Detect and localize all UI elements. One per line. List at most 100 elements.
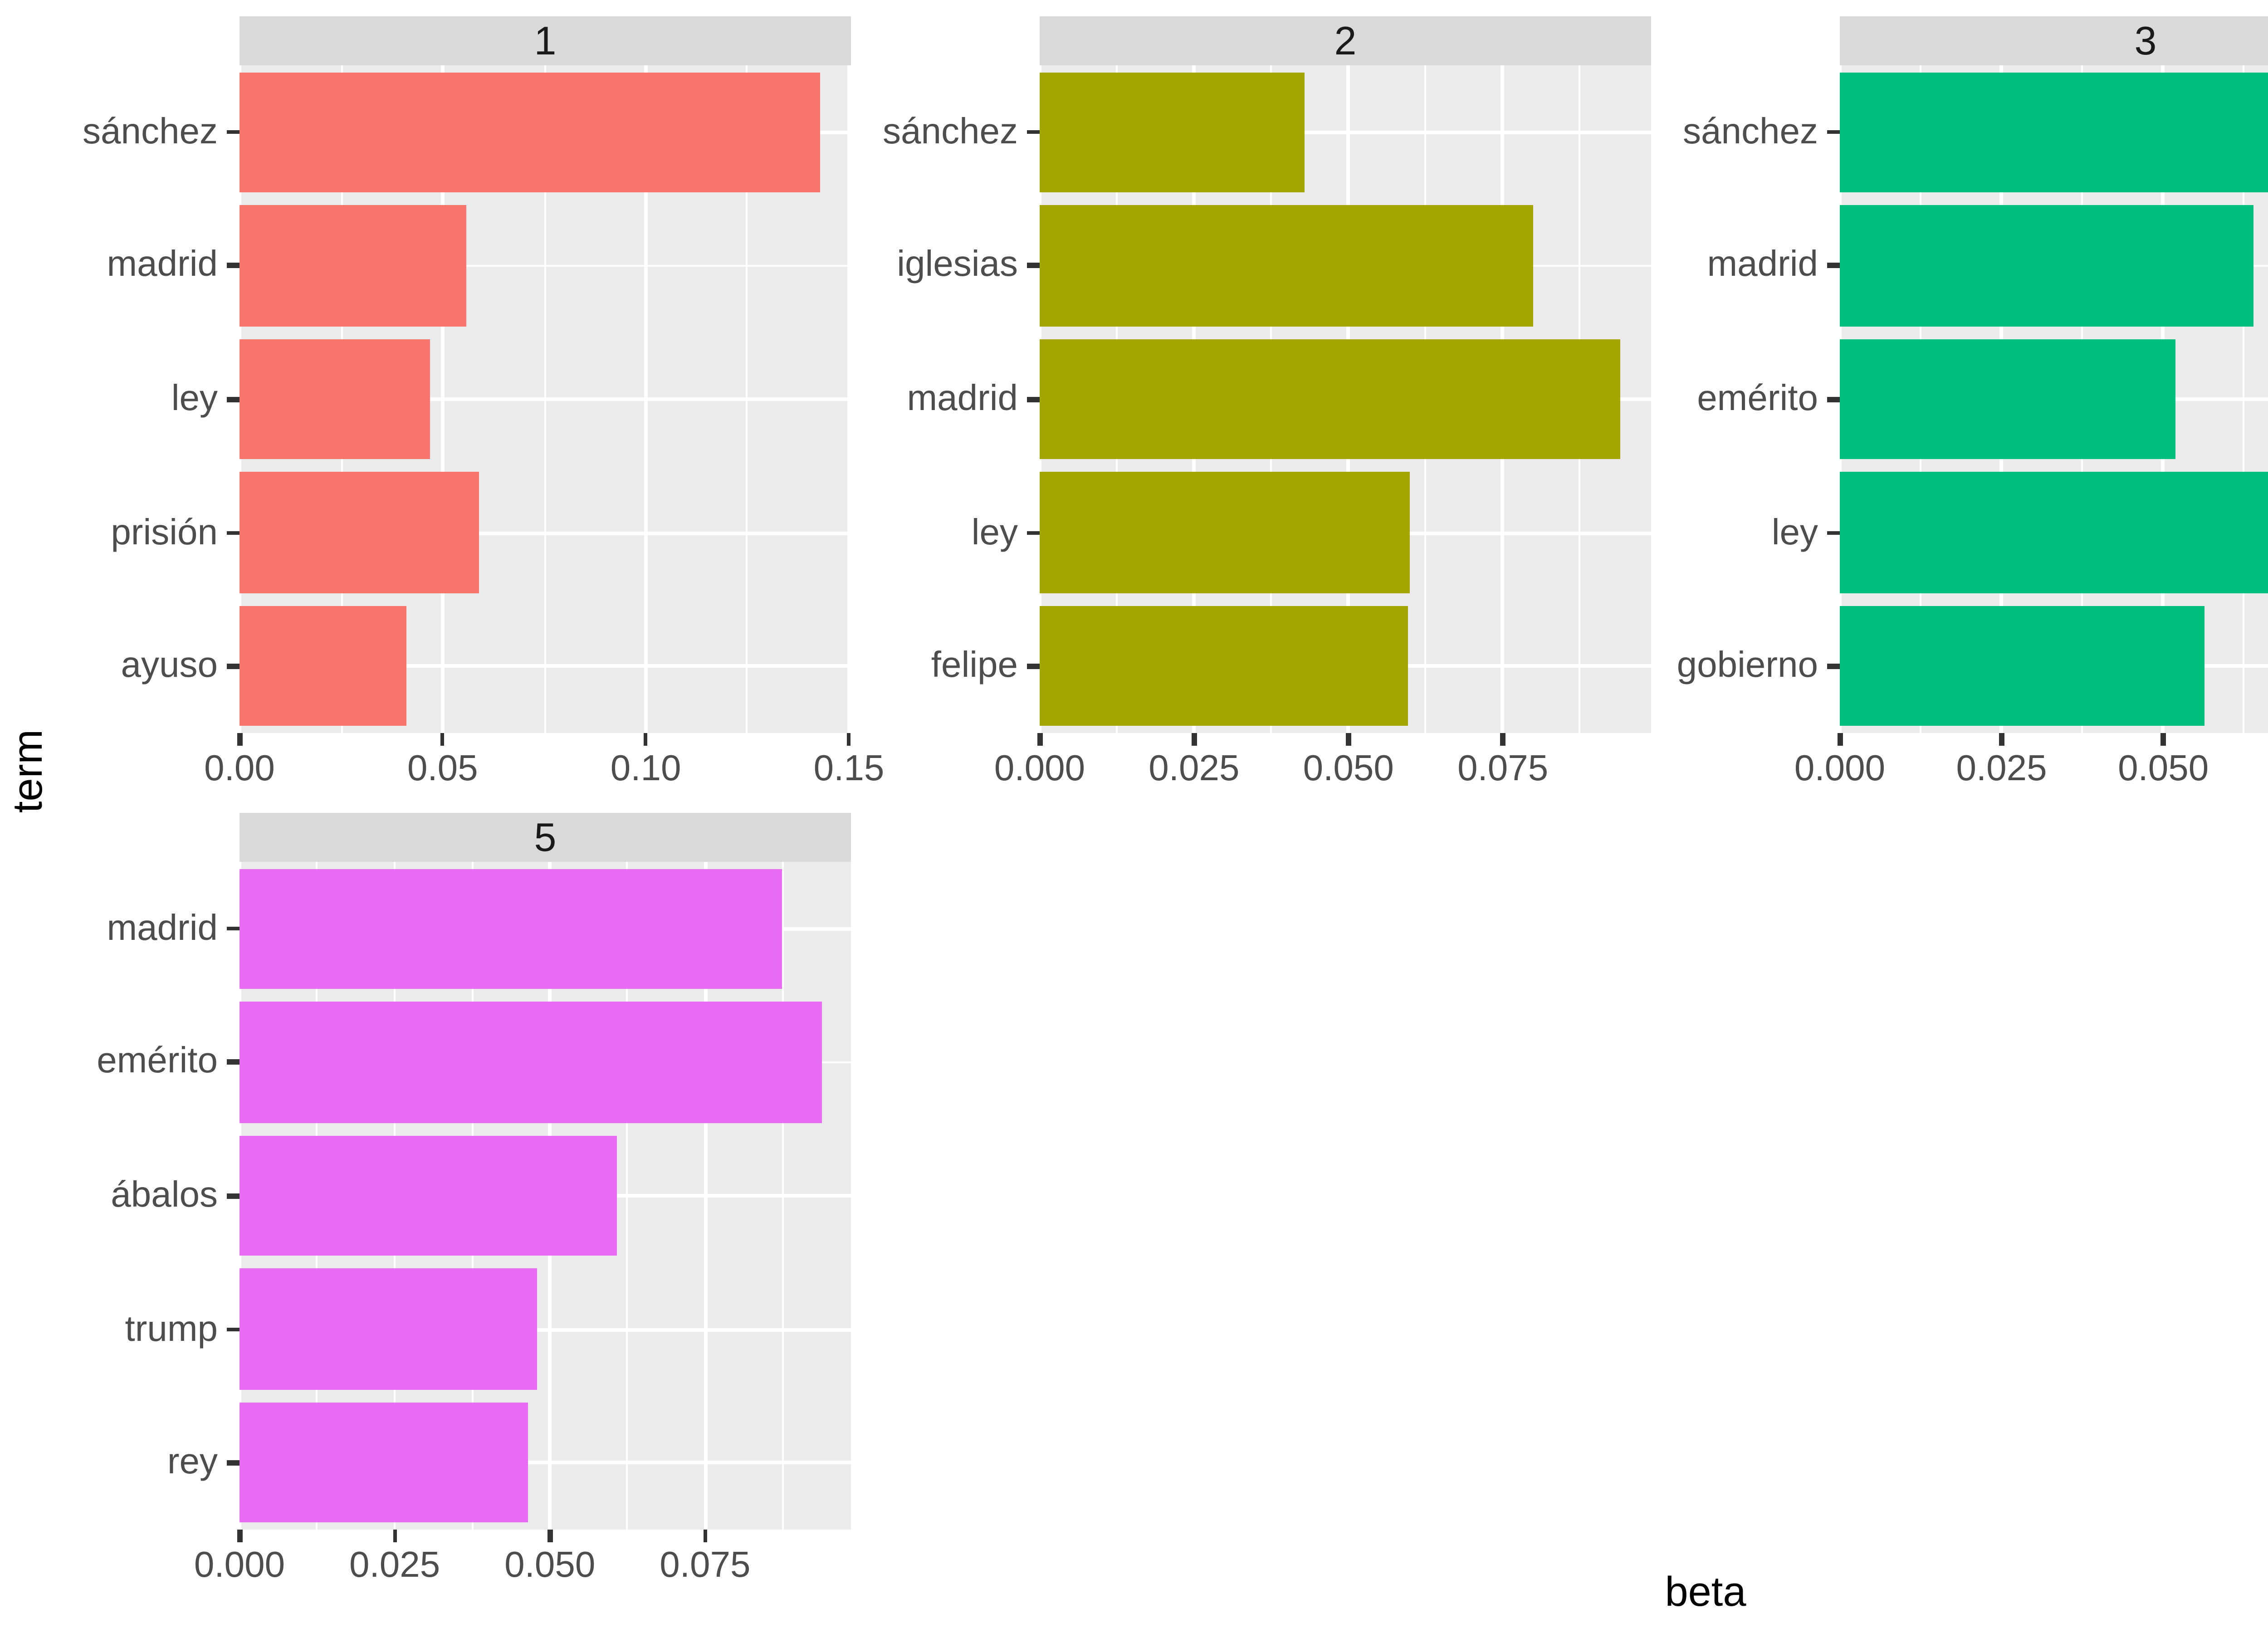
x-tick-label: 0.025 (1149, 749, 1240, 789)
y-tick-label: madrid (107, 909, 218, 949)
x-axis: 0.000 0.025 0.050 0.075 (194, 1530, 851, 1591)
y-tick-label: prisión (111, 513, 218, 553)
facet-row-bottom: 5 madrid emérito ábalos trump rey 0.000 0.025 0.… (51, 813, 851, 1591)
x-tick-label: 0.075 (1457, 749, 1549, 789)
x-tick-label: 0.10 (610, 749, 681, 789)
bar-sánchez (240, 72, 821, 192)
x-axis: 0.000 0.025 0.050 0.075 (994, 733, 1651, 795)
x-tick-label: 0.000 (1794, 749, 1886, 789)
gridline-horizontal (240, 1461, 851, 1465)
y-tick-label: madrid (1707, 245, 1818, 286)
y-tick-mark (1027, 130, 1040, 135)
y-tick-mark (227, 926, 240, 931)
y-tick-mark (227, 1460, 240, 1465)
bar-ábalos (240, 1135, 618, 1256)
x-tick-mark (392, 1530, 397, 1542)
bar-ley (1840, 472, 2268, 593)
x-tick-label: 0.050 (1303, 749, 1394, 789)
bar-rey (240, 1403, 528, 1523)
y-tick-label: emérito (1697, 379, 1818, 419)
bar-felipe (1040, 606, 1408, 727)
bar-emérito (1840, 339, 2176, 460)
y-tick-mark (1027, 530, 1040, 535)
x-tick-label: 0.025 (349, 1546, 440, 1586)
facet-2: 2 sánchez iglesias madrid ley felipe 0.000 0.02… (851, 16, 1651, 795)
y-tick-mark (1827, 397, 1840, 401)
x-axis: 0.00 0.05 0.10 0.15 (204, 733, 884, 795)
x-tick-mark (1192, 733, 1197, 746)
y-tick-mark (1827, 664, 1840, 669)
y-tick-label: ley (171, 379, 218, 419)
y-tick-label: rey (167, 1442, 218, 1483)
gridline-horizontal (240, 665, 851, 668)
y-tick-mark (1027, 397, 1040, 401)
facet-row-top: 1 sánchez madrid ley prisión ayuso 0.00 0.05 0.1… (51, 16, 2268, 795)
y-tick-mark (1827, 263, 1840, 268)
y-tick-label: iglesias (897, 245, 1018, 286)
y-tick-label: trump (125, 1309, 218, 1349)
y-tick-label: felipe (931, 646, 1018, 686)
y-tick-mark (227, 1327, 240, 1332)
bar-madrid (1040, 339, 1620, 460)
y-tick-mark (1027, 263, 1040, 268)
bar-madrid (240, 205, 467, 326)
x-tick-label: 0.000 (994, 749, 1085, 789)
x-tick-label: 0.050 (504, 1546, 596, 1586)
x-tick-mark (1838, 733, 1842, 746)
x-tick-label: 0.025 (1956, 749, 2047, 789)
facet-strip-label: 2 (1040, 16, 1651, 65)
gridline-horizontal (240, 1327, 851, 1331)
y-tick-label: ayuso (121, 646, 218, 686)
x-tick-label: 0.050 (2118, 749, 2209, 789)
bar-ley (240, 339, 430, 460)
panel-5 (240, 862, 851, 1530)
y-tick-mark (227, 263, 240, 268)
bar-madrid (1840, 205, 2254, 326)
facet-strip-label: 5 (240, 813, 851, 862)
y-tick-label: sánchez (83, 112, 218, 152)
facet-strip-label: 1 (240, 16, 851, 65)
bar-ayuso (240, 606, 406, 727)
y-tick-label: madrid (107, 245, 218, 286)
y-axis-labels: madrid emérito ábalos trump rey (51, 862, 240, 1530)
facet-5: 5 madrid emérito ábalos trump rey 0.000 0.025 0.… (51, 813, 851, 1591)
gridline-horizontal (240, 264, 851, 268)
x-tick-mark (237, 733, 242, 746)
x-tick-mark (643, 733, 648, 746)
bar-prisión (240, 472, 479, 593)
y-tick-label: madrid (907, 379, 1018, 419)
gridline-horizontal (240, 397, 851, 401)
y-tick-mark (1827, 130, 1840, 135)
x-tick-mark (703, 1530, 708, 1542)
x-tick-mark (2161, 733, 2166, 746)
bar-madrid (240, 868, 782, 989)
bar-sánchez (1040, 72, 1305, 192)
bar-ley (1040, 472, 1410, 593)
y-tick-mark (227, 1060, 240, 1065)
x-axis-title: beta (1665, 1568, 1746, 1615)
y-tick-mark (1827, 530, 1840, 535)
y-tick-mark (227, 664, 240, 669)
gridline-horizontal (1040, 130, 1651, 134)
x-tick-mark (1037, 733, 1042, 746)
x-tick-mark (846, 733, 851, 746)
y-tick-mark (1027, 664, 1040, 669)
y-tick-mark (227, 397, 240, 401)
y-tick-mark (227, 130, 240, 135)
x-tick-label: 0.00 (204, 749, 275, 789)
bar-iglesias (1040, 205, 1534, 326)
bar-trump (240, 1269, 538, 1389)
y-tick-label: gobierno (1677, 646, 1818, 686)
panel-2 (1040, 65, 1651, 733)
facet-1: 1 sánchez madrid ley prisión ayuso 0.00 0.05 0.1… (51, 16, 884, 795)
x-tick-mark (1501, 733, 1505, 746)
x-tick-label: 0.05 (407, 749, 478, 789)
x-tick-mark (1346, 733, 1351, 746)
y-tick-label: emérito (97, 1042, 218, 1082)
x-tick-mark (1999, 733, 2004, 746)
y-axis-labels: sánchez madrid ley prisión ayuso (51, 65, 240, 733)
y-tick-mark (227, 1193, 240, 1198)
panel-1 (240, 65, 851, 733)
y-tick-label: ley (1771, 513, 1818, 553)
